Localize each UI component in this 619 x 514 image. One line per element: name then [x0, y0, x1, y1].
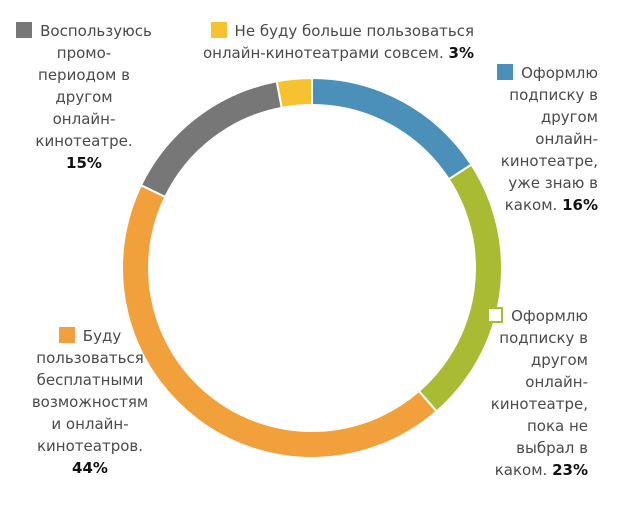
label-gray-pct: 15%: [66, 154, 102, 172]
label-green-line-2: подписку в: [499, 329, 588, 347]
label-green-line-6: пока не: [526, 417, 588, 435]
label-green-line-7: выбрал в: [516, 439, 588, 457]
label-orange-line-5: и онлайн-: [51, 415, 129, 433]
label-green-line-3: другом: [530, 351, 588, 369]
legend-swatch-blue: [497, 64, 514, 80]
label-green-pct: 23%: [552, 461, 588, 479]
legend-swatch-gray: [16, 22, 33, 38]
label-yellow-pct: 3%: [448, 44, 474, 62]
legend-swatch-orange: [58, 327, 75, 343]
legend-swatch-green: [487, 307, 504, 323]
label-blue-line-2: подписку в: [509, 86, 598, 104]
label-green-line-1: Оформлю: [511, 307, 588, 325]
label-orange-line-3: бесплатными: [36, 371, 144, 389]
label-yellow-line-2: онлайн-кинотеатрами совсем.: [202, 44, 444, 62]
label-blue-line-3: другом: [540, 108, 598, 126]
label-blue-line-6: уже знаю в: [508, 174, 598, 192]
label-blue-line-7: каком.: [504, 196, 558, 214]
label-blue-line-1: Оформлю: [521, 64, 598, 82]
legend-label-yellow: Не буду больше пользоваться онлайн-кинот…: [184, 20, 474, 64]
label-green-line-4: онлайн-: [525, 373, 588, 391]
label-green-line-5: кинотеатре,: [490, 395, 588, 413]
label-orange-line-6: кинотеатров.: [37, 437, 143, 455]
label-blue-line-5: кинотеатре,: [500, 152, 598, 170]
label-gray-line-4: другом: [55, 88, 113, 106]
label-blue-line-4: онлайн-: [535, 130, 598, 148]
label-gray-line-1: Воспользуюсь: [40, 22, 152, 40]
legend-label-orange: Буду пользоваться бесплатными возможност…: [20, 325, 160, 479]
legend-label-blue: Оформлю подписку в другом онлайн- киноте…: [468, 62, 598, 216]
label-gray-line-3: периодом в: [38, 66, 130, 84]
label-orange-line-1: Буду: [82, 327, 122, 345]
label-blue-pct: 16%: [562, 196, 598, 214]
label-gray-line-2: промо-: [56, 44, 112, 62]
legend-swatch-yellow: [210, 22, 227, 38]
legend-label-gray: Воспользуюсь промо- периодом в другом он…: [8, 20, 160, 174]
donut-slice-blue: [311, 76, 473, 181]
donut-slice-orange: [121, 183, 439, 459]
label-orange-pct: 44%: [72, 459, 108, 477]
label-gray-line-6: кинотеатре.: [35, 132, 133, 150]
label-orange-line-4: возможностям: [31, 393, 149, 411]
legend-label-green: Оформлю подписку в другом онлайн- киноте…: [466, 305, 588, 481]
label-orange-line-2: пользоваться: [36, 349, 144, 367]
label-gray-line-5: онлайн-: [52, 110, 116, 128]
label-green-line-8: каком.: [494, 461, 548, 479]
donut-slice-yellow: [275, 76, 313, 109]
label-yellow-line-1: Не буду больше пользоваться: [234, 22, 474, 40]
donut-slice-gray: [139, 80, 283, 199]
